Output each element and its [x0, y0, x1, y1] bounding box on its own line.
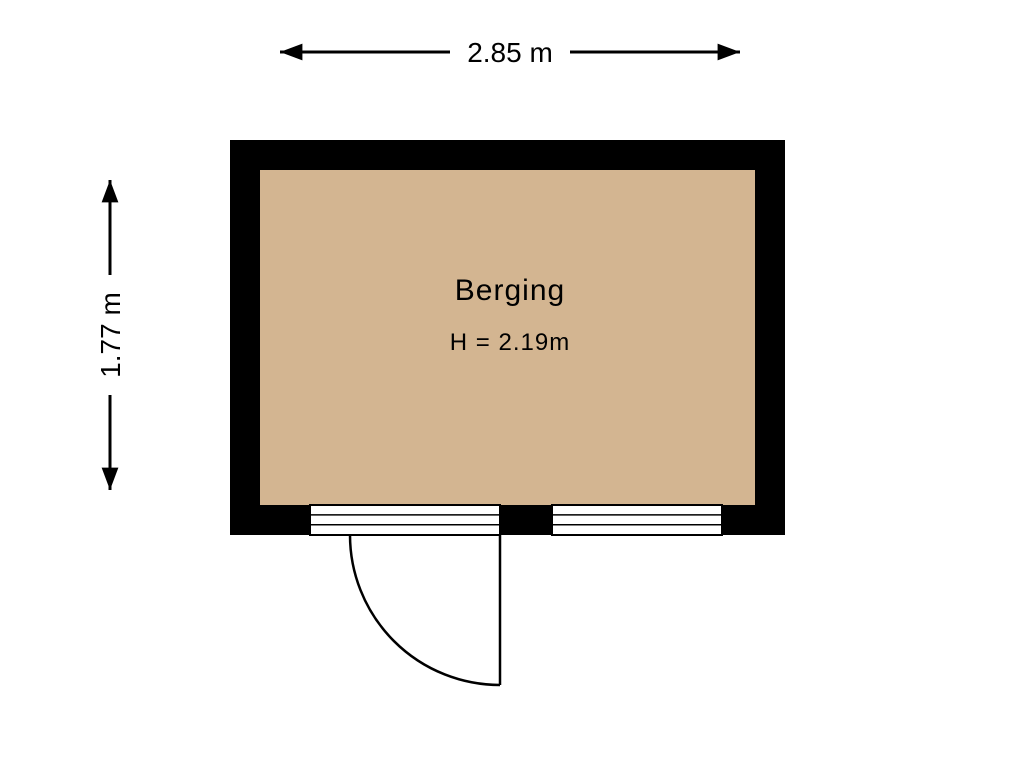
room-height-label: H = 2.19m: [450, 329, 570, 356]
window-opening: [552, 505, 722, 535]
dimension-width: 2.85 m: [280, 37, 740, 68]
dimension-height: 1.77 m: [95, 180, 126, 490]
door-swing: [350, 535, 500, 685]
door-swing-arc: [350, 535, 500, 685]
dimension-height-label: 1.77 m: [95, 292, 126, 378]
dimension-width-label: 2.85 m: [467, 37, 553, 68]
door-opening: [310, 505, 500, 535]
room-name-label: Berging: [455, 274, 565, 307]
floorplan-canvas: 2.85 m 1.77 m Berging H = 2.19m: [0, 0, 1024, 768]
